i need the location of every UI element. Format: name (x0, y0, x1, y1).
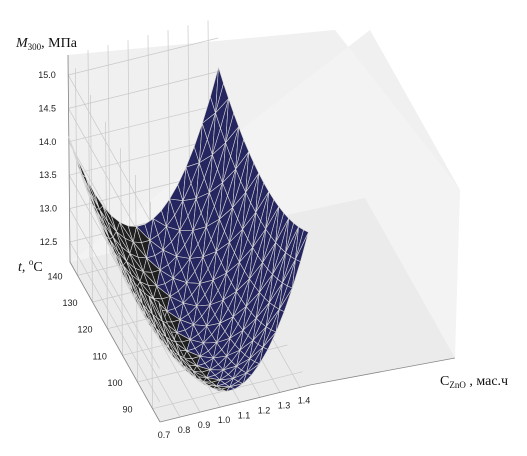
x-tick-label: 1.3 (278, 400, 291, 410)
surface-facet (212, 388, 227, 392)
x-tick-label: 1.0 (218, 415, 231, 425)
surface-facet (162, 320, 177, 343)
surface-facet (246, 363, 261, 376)
z-tick-label: 13.0 (39, 204, 57, 214)
surface-facet (179, 355, 194, 371)
axis-ticks: 0.7 0.8 0.9 1.0 1.1 1.2 1.3 1.4 90 100 110 120 130 14… (38, 70, 310, 440)
surface-mesh (68, 67, 309, 392)
y-axis-label: t, oC (18, 257, 43, 275)
y-z-axis-line (67, 54, 161, 423)
x-tick-label: 0.7 (158, 430, 171, 440)
surface-facet (295, 231, 309, 262)
surface-facet (196, 377, 211, 388)
surface-facet (262, 331, 277, 350)
z-axis-label: M300, МПа (16, 36, 77, 52)
surface-facet (278, 287, 293, 312)
x-tick-label: 0.9 (198, 420, 211, 430)
z-tick-label: 15.0 (38, 70, 56, 80)
y-tick-label: 130 (63, 298, 78, 308)
x-tick-label: 0.8 (178, 425, 191, 435)
y-tick-label: 120 (78, 325, 93, 335)
z-tick-label: 13.5 (39, 170, 57, 180)
y-tick-label: 110 (93, 351, 107, 361)
x-tick-label: 1.1 (238, 410, 251, 420)
z-tick-label: 14.5 (39, 103, 57, 113)
y-tick-label: 90 (123, 405, 133, 415)
back-wall (68, 30, 460, 262)
x-axis-line (159, 357, 456, 423)
z-tick-label: 12.5 (40, 237, 58, 247)
x-axis-label: CZnO , мас.ч (440, 374, 509, 390)
surface-facet (229, 383, 244, 390)
grid-line-x (107, 45, 201, 413)
z-tick-label: 14.0 (39, 137, 57, 147)
y-tick-label: 100 (108, 378, 123, 388)
x-tick-label: 1.4 (298, 395, 311, 405)
y-tick-label: 140 (48, 271, 63, 281)
x-tick-label: 1.2 (258, 405, 271, 415)
grid-line-x (87, 50, 181, 418)
